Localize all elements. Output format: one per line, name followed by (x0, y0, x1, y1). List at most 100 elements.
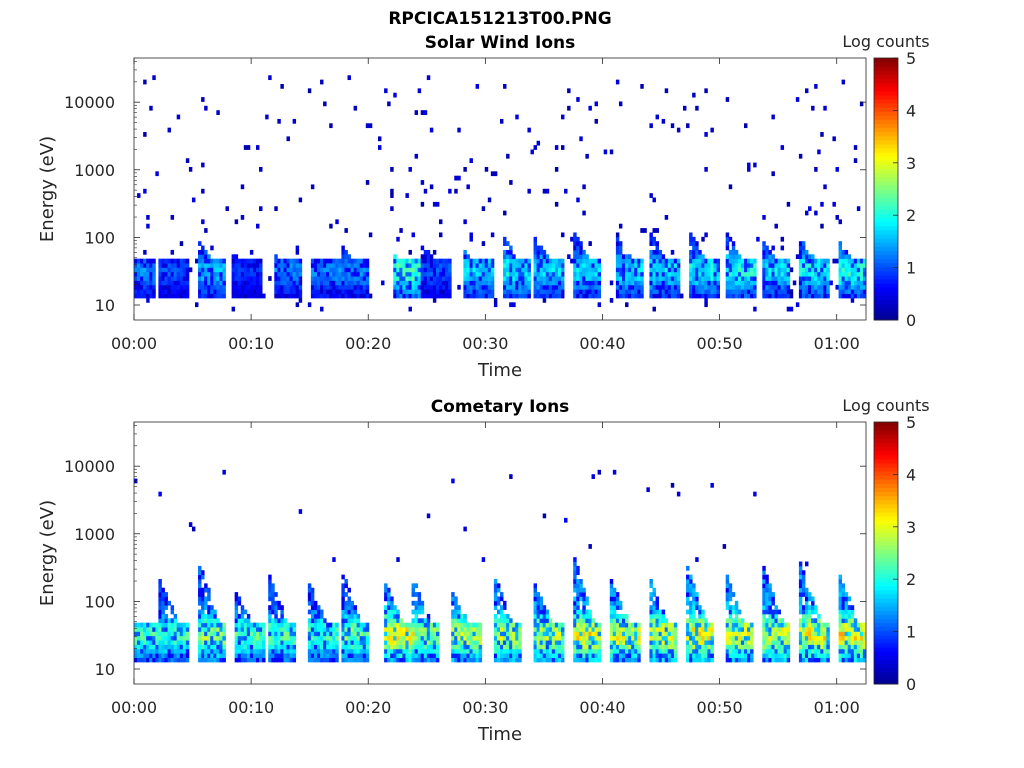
spectrogram-cell (808, 276, 812, 281)
spectrogram-cell (478, 648, 483, 654)
spectrogram-cell (649, 596, 653, 602)
spectrogram-cell (384, 605, 388, 610)
spectrogram-cell (814, 293, 818, 299)
spectrogram-cell (173, 640, 178, 645)
spectrogram-cell (454, 609, 458, 615)
spectrogram-cell (798, 653, 803, 658)
spectrogram-cell (856, 627, 861, 632)
spectrogram-cell (814, 640, 818, 645)
spectrogram-cell (423, 276, 428, 281)
spectrogram-cell (847, 622, 852, 628)
spectrogram-cell (201, 587, 205, 593)
spectrogram-cell (823, 640, 827, 645)
spectrogram-cell (347, 271, 351, 277)
colorbar-segment (874, 315, 898, 321)
spectrogram-cell (655, 289, 659, 294)
spectrogram-cell (243, 640, 248, 645)
spectrogram-cell (210, 280, 214, 286)
spectrogram-cell (277, 631, 281, 637)
spectrogram-cell (707, 284, 711, 290)
spectrogram-cell (387, 587, 391, 593)
spectrogram-cell (280, 657, 284, 663)
spectrogram-cell (420, 267, 425, 273)
spectrogram-cell (362, 635, 367, 641)
spectrogram-cell (567, 105, 571, 111)
spectrogram-cell (283, 640, 287, 645)
spectrogram-cell (323, 284, 327, 290)
spectrogram-cell (332, 280, 336, 286)
spectrogram-cell (545, 263, 550, 268)
spectrogram-cell (347, 276, 351, 281)
spectrogram-cell (509, 627, 513, 632)
spectrogram-cell (670, 280, 675, 286)
spectrogram-cell (310, 657, 315, 663)
spectrogram-cell (533, 293, 537, 299)
spectrogram-cell (612, 635, 617, 641)
spectrogram-cell (631, 284, 635, 290)
spectrogram-cell (286, 267, 290, 273)
spectrogram-cell (576, 631, 580, 637)
spectrogram-cell (341, 627, 345, 632)
spectrogram-cell (856, 644, 861, 650)
spectrogram-cell (765, 267, 769, 273)
spectrogram-cell (234, 263, 239, 268)
spectrogram-cell (524, 271, 528, 277)
spectrogram-cell (597, 644, 602, 650)
spectrogram-cell (149, 648, 153, 654)
spectrogram-cell (740, 657, 745, 663)
spectrogram-cell (274, 648, 278, 654)
spectrogram-cell (399, 653, 403, 658)
spectrogram-cell (191, 197, 196, 203)
spectrogram-cell (667, 657, 672, 663)
spectrogram-cell (774, 631, 778, 637)
colorbar-segment (874, 593, 898, 599)
spectrogram-cell (859, 267, 864, 273)
spectrogram-cell (344, 644, 348, 650)
spectrogram-cell (798, 574, 803, 580)
colorbar-segment (874, 446, 898, 452)
spectrogram-cell (173, 627, 178, 632)
spectrogram-cell (359, 648, 364, 654)
spectrogram-cell (686, 627, 690, 632)
spectrogram-cell (161, 640, 165, 645)
spectrogram-cell (170, 267, 175, 273)
spectrogram-cell (707, 657, 711, 663)
spectrogram-cell (780, 640, 785, 645)
spectrogram-cell (350, 653, 354, 658)
spectrogram-cell (765, 263, 769, 268)
spectrogram-cell (655, 622, 659, 628)
spectrogram-cell (737, 271, 742, 277)
spectrogram-cell (353, 657, 358, 663)
spectrogram-cell (573, 574, 577, 580)
spectrogram-cell (271, 622, 275, 628)
spectrogram-cell (762, 258, 766, 264)
spectrogram-cell (765, 271, 769, 277)
spectrogram-cell (618, 254, 623, 260)
spectrogram-cell (182, 631, 187, 637)
spectrogram-cell (512, 653, 516, 658)
spectrogram-cell (466, 648, 470, 654)
spectrogram-cell (249, 267, 254, 273)
spectrogram-cell (622, 276, 626, 281)
spectrogram-cell (661, 267, 666, 273)
spectrogram-cell (731, 284, 736, 290)
spectrogram-cell (356, 657, 361, 663)
spectrogram-cell (768, 267, 772, 273)
spectrogram-cell (414, 609, 419, 615)
spectrogram-cell (762, 613, 766, 619)
spectrogram-cell (487, 271, 492, 277)
spectrogram-cell (435, 258, 440, 264)
spectrogram-cell (256, 622, 260, 628)
spectrogram-cell (542, 613, 547, 619)
spectrogram-cell (615, 613, 620, 619)
spectrogram-cell (268, 622, 272, 628)
spectrogram-cell (277, 263, 281, 268)
spectrogram-cell (320, 640, 324, 645)
spectrogram-cell (158, 596, 162, 602)
spectrogram-cell (295, 293, 300, 299)
spectrogram-cell (365, 640, 370, 645)
spectrogram-cell (841, 609, 846, 615)
spectrogram-cell (240, 613, 245, 619)
spectrogram-cell (622, 635, 626, 641)
spectrogram-cell (207, 592, 211, 597)
